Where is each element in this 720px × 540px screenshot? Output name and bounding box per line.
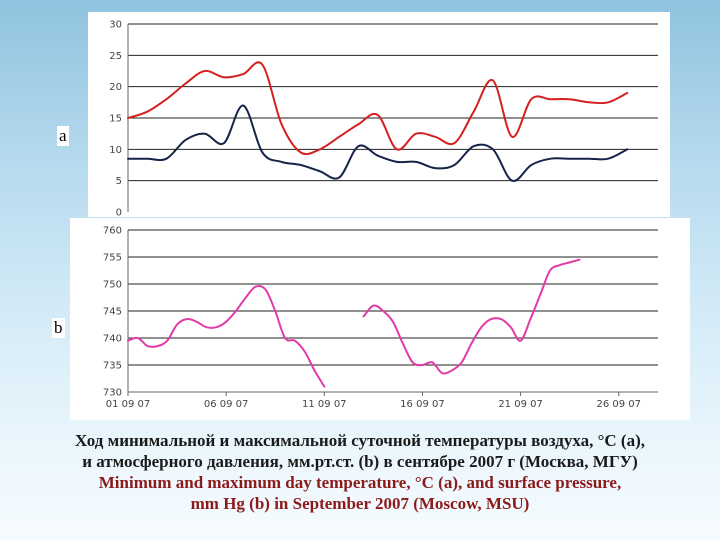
temp-y-tick-label: 10	[109, 145, 122, 156]
panel-b-marker: b	[52, 318, 65, 338]
pressure-x-tick-label: 21 09 07	[498, 399, 543, 410]
pressure-chart-svg: 730 735 740 745 750 755 760 01 09 07 06 09 07 11 …	[103, 226, 658, 410]
temp-y-tick-label: 25	[109, 51, 122, 62]
temp-y-tick-label: 5	[116, 176, 122, 187]
pressure-x-tick-label: 01 09 07	[106, 399, 151, 410]
pressure-x-tick-label: 06 09 07	[204, 399, 249, 410]
pressure-y-tick-label: 755	[103, 253, 122, 264]
pressure-y-tick-label: 750	[103, 280, 122, 291]
caption-line-en-1: Minimum and maximum day temperature, °С …	[98, 473, 622, 492]
pressure-series-1-segment-2-line	[362, 258, 581, 375]
temp-y-tick-label: 15	[109, 114, 122, 125]
temp-y-tick-label: 20	[109, 82, 122, 93]
caption-line-ru-1: Ход минимальной и максимальной суточной …	[75, 431, 645, 450]
pressure-series-1-segment-1-line	[127, 284, 326, 388]
caption-line-en-2: mm Hg (b) in September 2007 (Moscow, MSU…	[190, 494, 530, 513]
figure-caption: Ход минимальной и максимальной суточной …	[0, 430, 720, 514]
pressure-y-tick-label: 760	[103, 226, 122, 237]
pressure-x-tick-label: 11 09 07	[302, 399, 347, 410]
temp-y-tick-label: 30	[109, 20, 122, 31]
panel-a-marker: a	[57, 126, 69, 146]
temperature-chart: 0 5 10 15 20 25 30	[88, 12, 670, 219]
temperature-chart-svg: 0 5 10 15 20 25 30	[109, 20, 658, 219]
temp-series-2-line	[127, 104, 629, 182]
pressure-y-tick-label: 740	[103, 334, 122, 345]
caption-line-ru-2: и атмосферного давления, мм.рт.ст. (b) в…	[82, 452, 638, 471]
pressure-chart: 730 735 740 745 750 755 760 01 09 07 06 09 07 11 …	[70, 218, 690, 420]
temp-y-tick-label: 0	[116, 208, 122, 219]
pressure-x-tick-label: 16 09 07	[400, 399, 445, 410]
pressure-y-tick-label: 745	[103, 307, 122, 318]
pressure-y-tick-label: 735	[103, 361, 122, 372]
temp-series-1-line	[127, 61, 629, 156]
pressure-y-tick-label: 730	[103, 388, 122, 399]
pressure-x-tick-label: 26 09 07	[596, 399, 641, 410]
